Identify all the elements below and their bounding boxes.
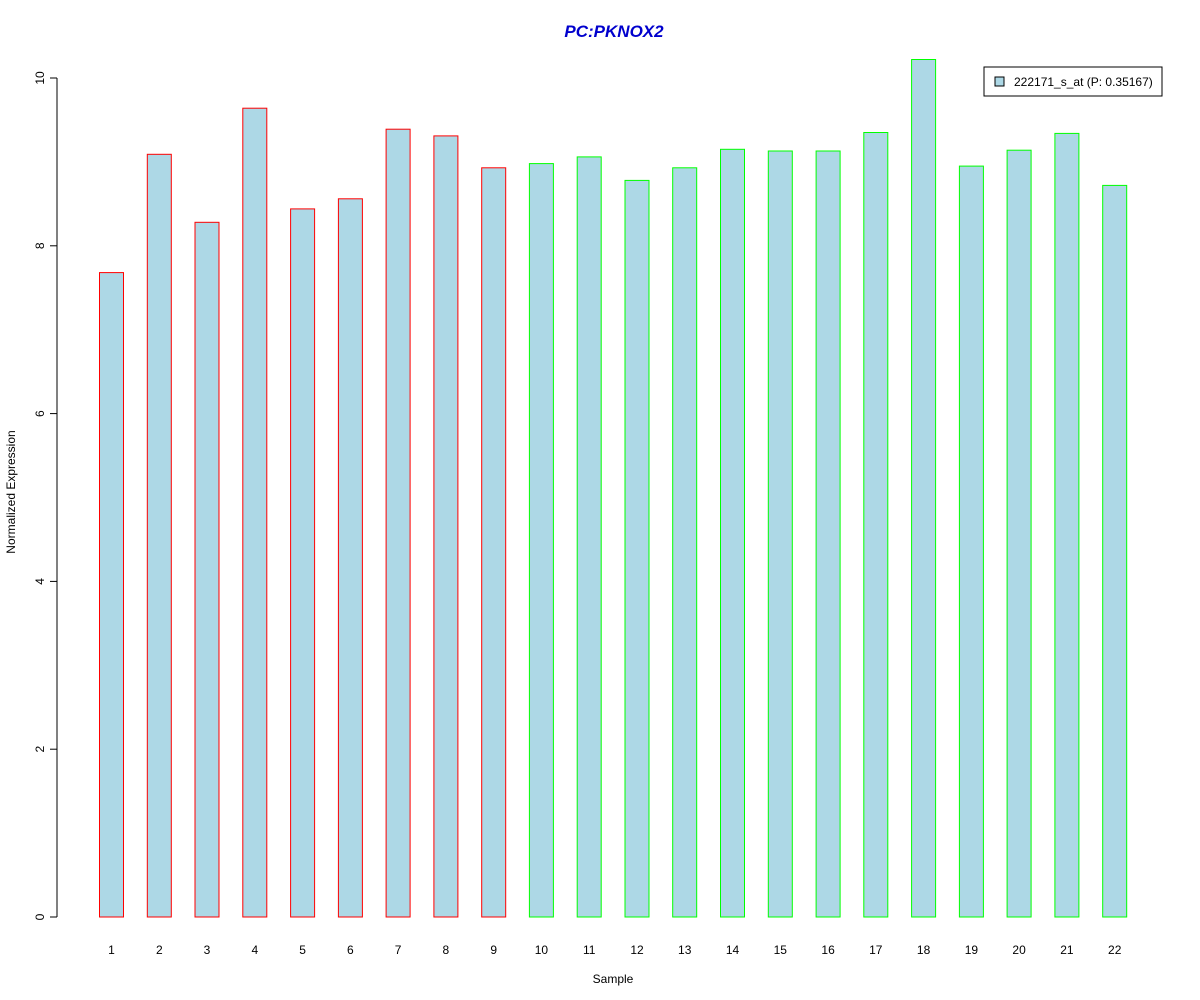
bar [146,153,172,918]
x-tick-label: 17 [869,943,883,957]
bar [576,156,602,918]
x-tick-label: 14 [726,943,740,957]
bar [672,167,698,918]
x-tick-label: 12 [630,943,644,957]
x-tick-label: 5 [299,943,306,957]
x-tick-labels: 1 2 3 4 5 6 7 8 9 10 11 12 13 14 15 16 17 18 19 20 21 22 [108,943,1122,957]
y-tick-label: 0 [33,913,47,920]
bar [290,208,316,918]
y-tick-label: 2 [33,746,47,753]
bar [911,59,937,918]
x-tick-label: 19 [965,943,979,957]
x-axis-title: Sample [593,972,634,986]
bar [863,132,889,918]
y-tick-label: 8 [33,242,47,249]
x-tick-label: 18 [917,943,931,957]
legend-label: 222171_s_at (P: 0.35167) [1014,75,1153,89]
bar [481,167,507,918]
legend-swatch [994,76,1005,87]
bar [337,198,363,918]
bar [624,179,650,918]
x-tick-label: 10 [535,943,549,957]
x-tick-label: 22 [1108,943,1122,957]
x-tick-label: 2 [156,943,163,957]
bar [1102,184,1128,918]
x-tick-label: 21 [1060,943,1074,957]
x-tick-label: 7 [395,943,402,957]
chart-title: PC:PKNOX2 [564,22,664,41]
bar [433,135,459,918]
x-tick-label: 9 [490,943,497,957]
x-tick-label: 6 [347,943,354,957]
bar [99,272,124,918]
x-tick-label: 3 [204,943,211,957]
bar [1006,149,1032,918]
y-axis: 0 2 4 6 8 10 [33,71,58,920]
bar [720,148,745,918]
bars [99,59,1128,918]
x-tick-label: 15 [774,943,788,957]
x-tick-label: 20 [1012,943,1026,957]
bar [1054,132,1080,918]
y-tick-label: 10 [33,71,47,85]
x-tick-label: 16 [821,943,835,957]
x-tick-label: 11 [583,943,596,957]
x-tick-label: 8 [443,943,450,957]
y-axis-title: Normalized Expression [4,430,18,553]
legend-box [983,66,1163,97]
y-tick-label: 6 [33,410,47,417]
bar [815,150,841,918]
x-tick-label: 1 [108,943,115,957]
bar [242,107,268,918]
y-tick-label: 4 [33,578,47,585]
x-tick-label: 13 [678,943,692,957]
bar [958,165,984,918]
x-tick-label: 4 [251,943,258,957]
bar [528,163,554,918]
legend: 222171_s_at (P: 0.35167) [983,66,1163,97]
bar [767,150,793,918]
bar [385,128,411,918]
bar [194,221,220,918]
